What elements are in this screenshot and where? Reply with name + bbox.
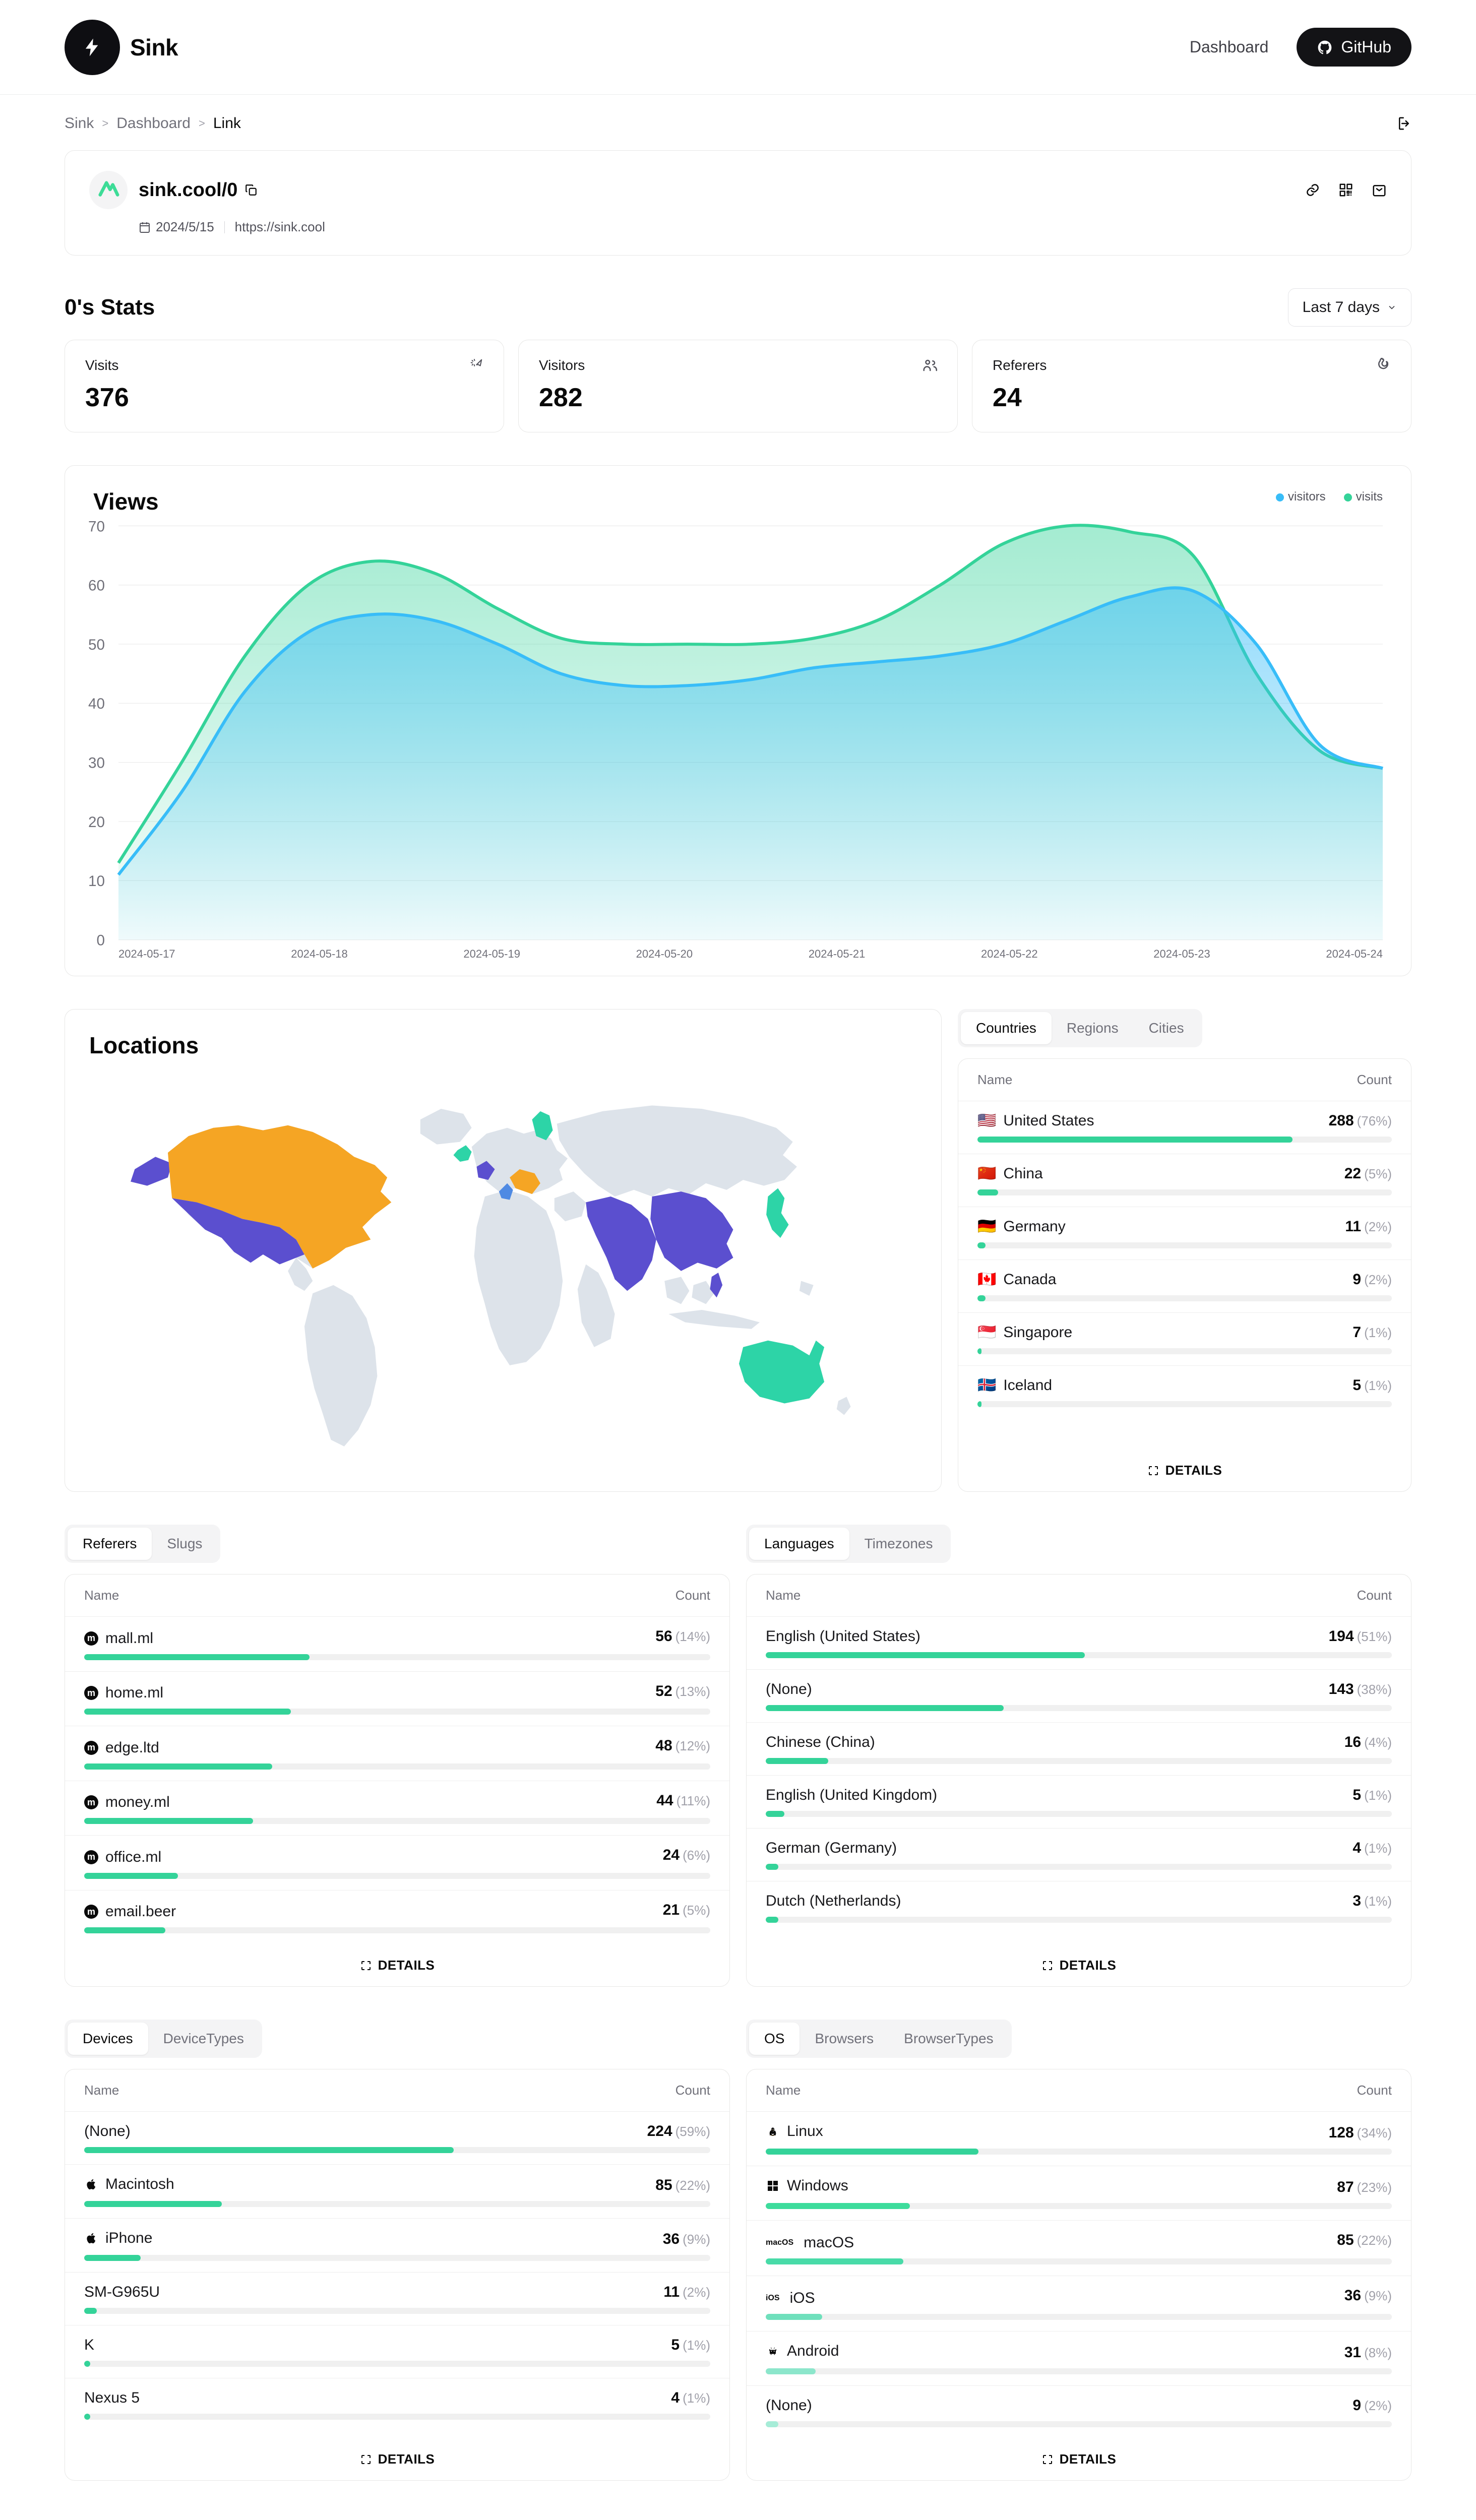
svg-text:0: 0 [97,932,105,949]
svg-text:40: 40 [88,696,105,712]
svg-text:70: 70 [88,518,105,535]
svg-text:60: 60 [88,578,105,594]
svg-text:30: 30 [88,755,105,772]
svg-text:20: 20 [88,814,105,831]
svg-text:10: 10 [88,873,105,890]
svg-text:50: 50 [88,637,105,653]
